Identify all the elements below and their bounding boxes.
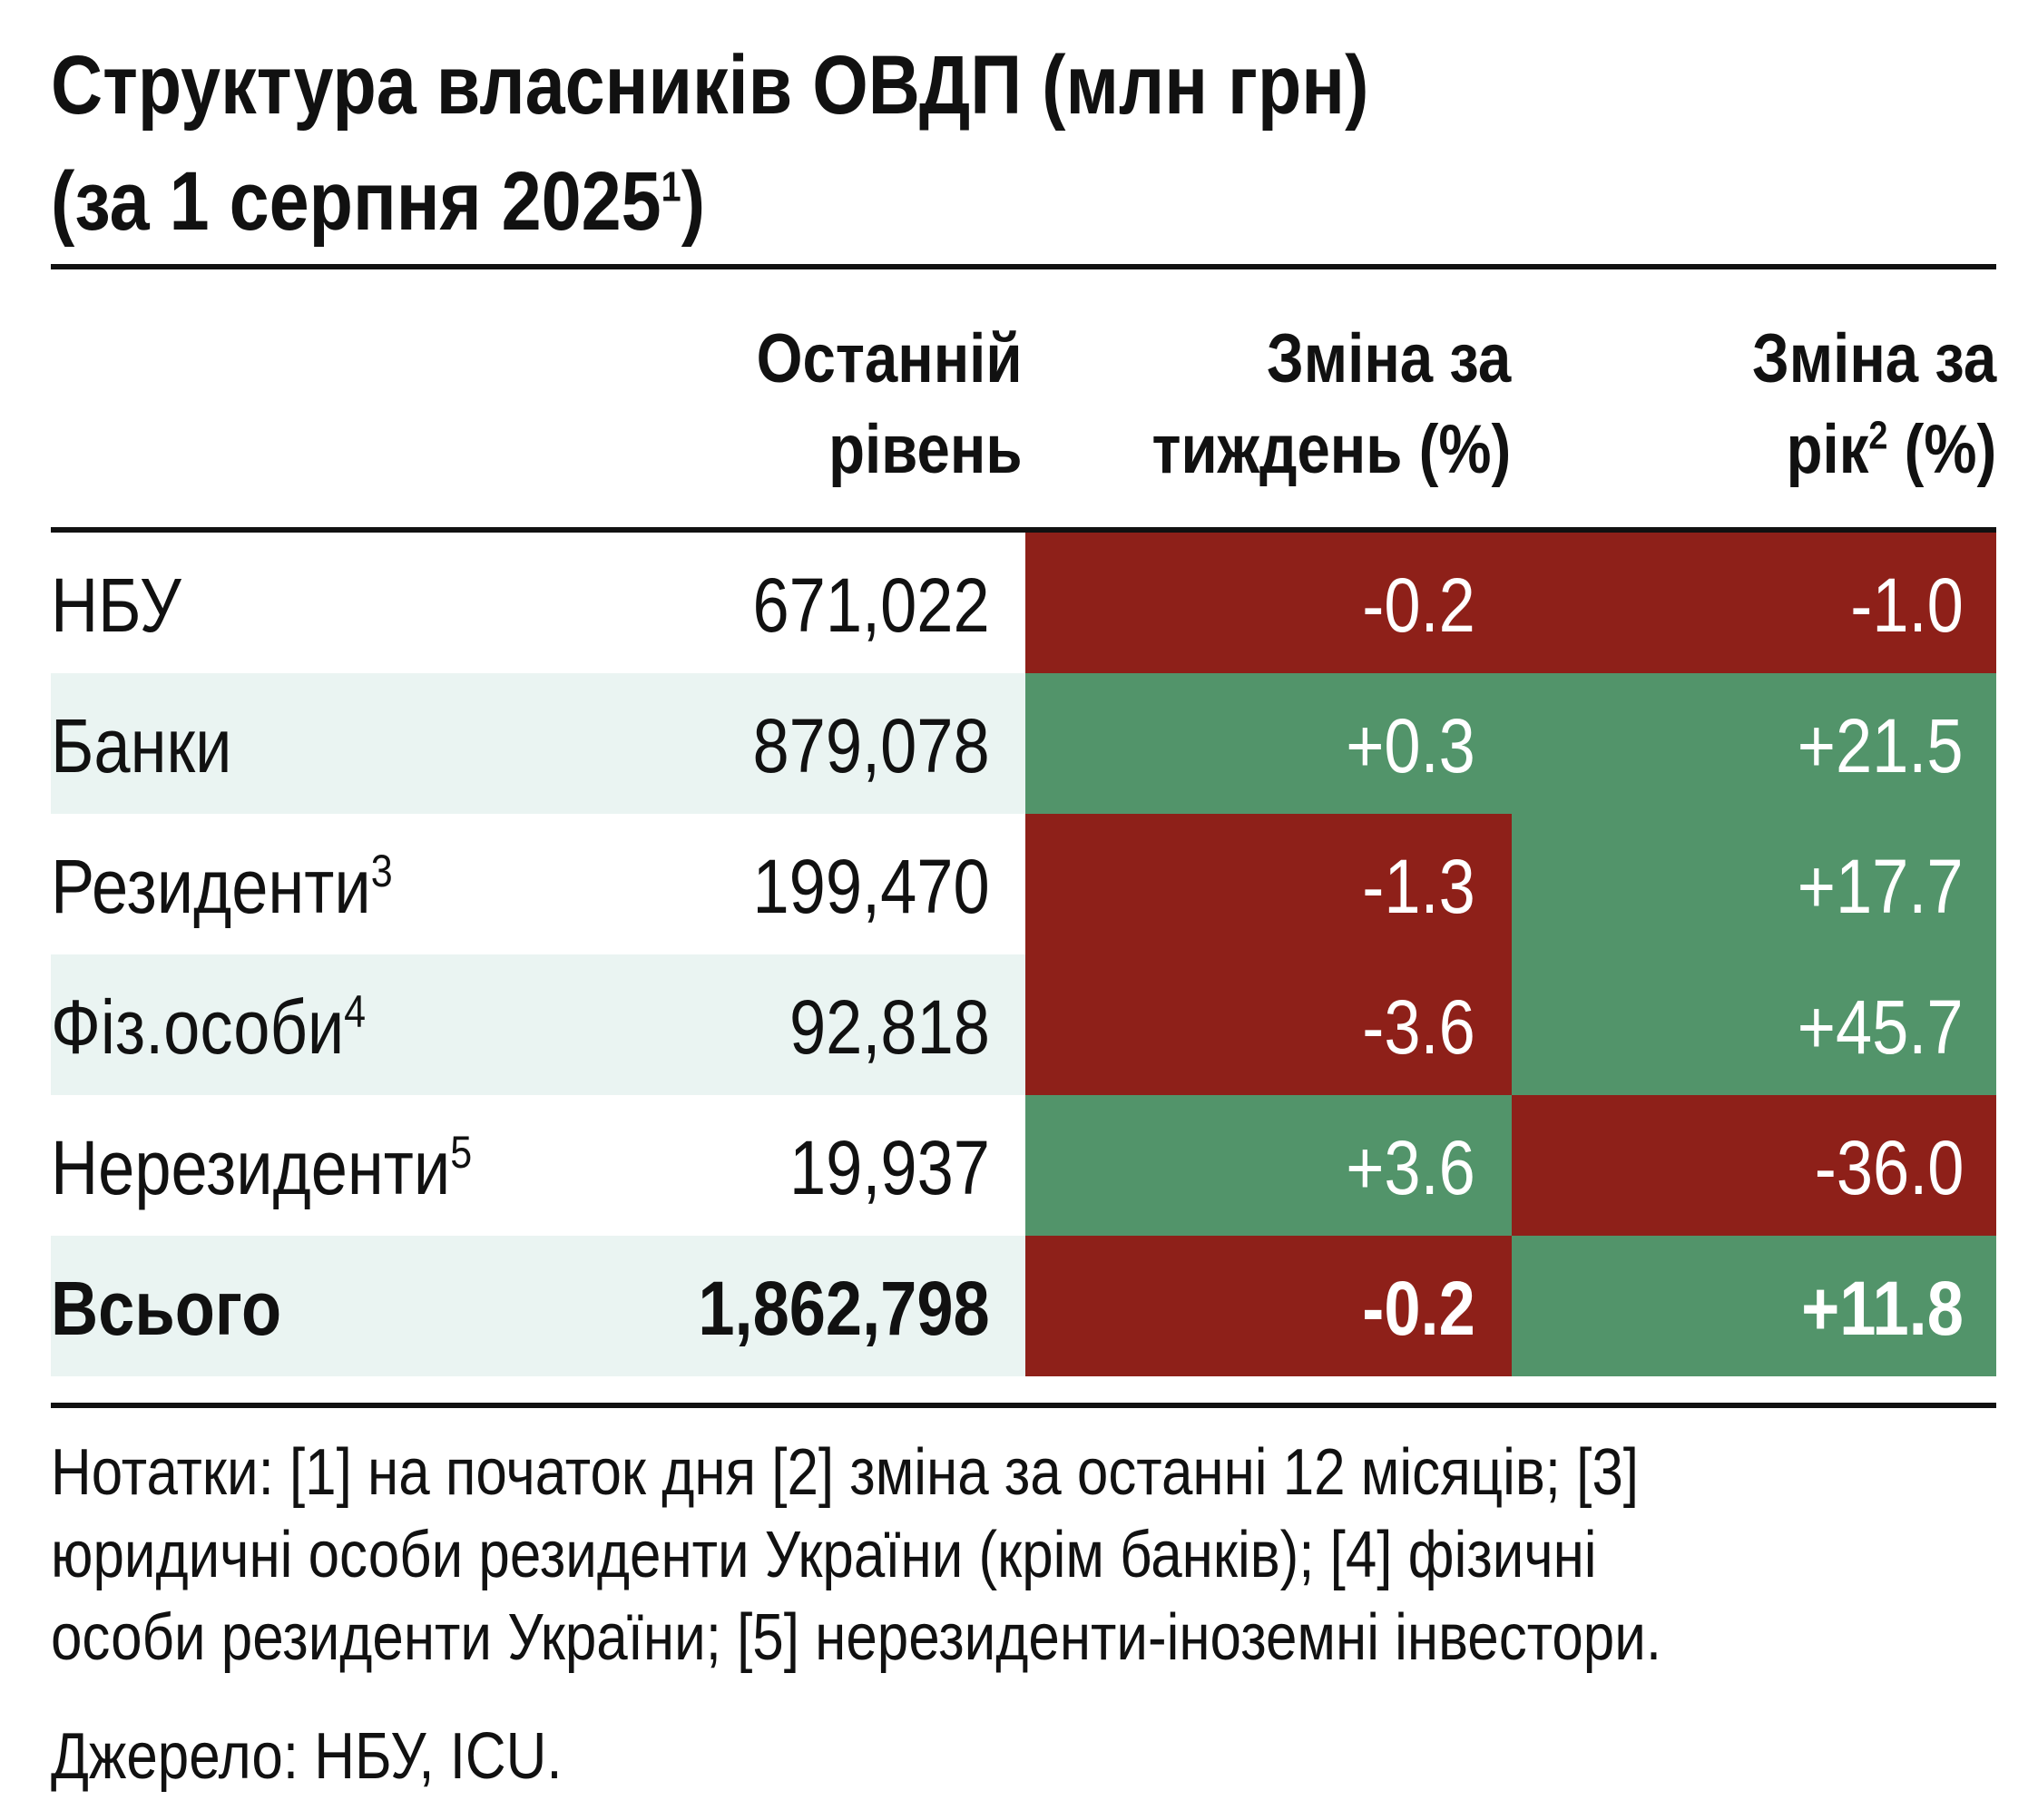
year-change-cell — [1512, 1095, 1996, 1236]
header-year-line-1: Зміна за — [1751, 320, 1996, 397]
title-footnote-ref: 1 — [661, 162, 681, 210]
week-change-cell — [1025, 954, 1512, 1095]
header-rule — [51, 527, 1996, 533]
level-value: 671,022 — [752, 563, 990, 648]
title-line-2-end: ) — [681, 155, 706, 248]
year-change-value: +45.7 — [1798, 984, 1964, 1070]
notes: Нотатки: [1] на початок дня [2] зміна за… — [51, 1432, 2002, 1679]
year-change-value: -1.0 — [1850, 563, 1964, 648]
year-change-cell — [1512, 673, 1996, 814]
table-row: Банки 879,078 +0.3 +21.5 — [51, 673, 1996, 814]
header-level-line-1: Останній — [757, 320, 1023, 397]
week-change-value: -3.6 — [1362, 984, 1475, 1070]
row-label: Нерезиденти5 — [51, 1122, 472, 1213]
notes-line-3: особи резиденти України; [5] нерезиденти… — [51, 1601, 1662, 1674]
header-year-line-2-pre: рік — [1786, 411, 1869, 488]
row-label: Резиденти3 — [51, 841, 393, 932]
week-change-value: -1.3 — [1362, 844, 1475, 929]
year-change-value: +21.5 — [1798, 703, 1964, 788]
header-level: Останній рівень — [757, 314, 1023, 495]
year-change-value: +11.8 — [1801, 1266, 1964, 1351]
table-row: Нерезиденти5 19,937 +3.6 -36.0 — [51, 1095, 1996, 1236]
week-change-value: -0.2 — [1362, 1266, 1475, 1351]
header-year-footnote-ref: 2 — [1868, 413, 1888, 458]
level-value: 199,470 — [752, 844, 990, 929]
row-footnote-ref: 3 — [370, 846, 393, 896]
level-value: 879,078 — [752, 703, 990, 788]
level-value: 1,862,798 — [698, 1266, 990, 1351]
page-title: Структура власників ОВДП (млн грн) (за 1… — [51, 27, 1720, 259]
year-change-value: -36.0 — [1814, 1125, 1964, 1210]
level-value: 92,818 — [789, 984, 990, 1070]
top-rule — [51, 264, 1996, 269]
year-change-cell — [1512, 954, 1996, 1095]
row-label-text: Резиденти — [51, 844, 371, 929]
source-note: Джерело: НБУ, ICU. — [51, 1720, 563, 1793]
row-label-text: Нерезиденти — [51, 1125, 451, 1210]
row-label: НБУ — [51, 560, 181, 651]
title-line-1: Структура власників ОВДП (млн грн) — [51, 39, 1369, 132]
week-change-cell — [1025, 1236, 1512, 1376]
header-week-line-2: тиждень (%) — [1151, 411, 1511, 488]
notes-line-1: Нотатки: [1] на початок дня [2] зміна за… — [51, 1436, 1640, 1509]
week-change-value: +3.6 — [1346, 1125, 1475, 1210]
row-label-text: НБУ — [51, 563, 181, 648]
row-label: Банки — [51, 700, 231, 791]
header-week-line-1: Зміна за — [1266, 320, 1511, 397]
week-change-value: -0.2 — [1362, 563, 1475, 648]
row-label-text: Банки — [51, 703, 232, 788]
header-year-line-2-post: (%) — [1887, 411, 1996, 488]
row-footnote-ref: 5 — [450, 1127, 473, 1178]
bottom-rule — [51, 1403, 1996, 1408]
row-footnote-ref: 4 — [344, 986, 367, 1037]
notes-line-2: юридичні особи резиденти України (крім б… — [51, 1519, 1597, 1591]
year-change-cell — [1512, 1236, 1996, 1376]
table-row: Резиденти3 199,470 -1.3 +17.7 — [51, 814, 1996, 954]
row-tint — [51, 673, 1025, 814]
title-line-2-text: (за 1 серпня 2025 — [51, 155, 661, 248]
year-change-value: +17.7 — [1798, 844, 1964, 929]
table-total-row: Всього 1,862,798 -0.2 +11.8 — [51, 1236, 1996, 1376]
year-change-cell — [1512, 814, 1996, 954]
level-value: 19,937 — [789, 1125, 990, 1210]
row-label: Всього — [51, 1263, 281, 1354]
row-label-text: Фіз.особи — [51, 984, 345, 1070]
table-row: Фіз.особи4 92,818 -3.6 +45.7 — [51, 954, 1996, 1095]
week-change-cell — [1025, 533, 1512, 673]
row-tint — [51, 1236, 1025, 1376]
year-change-cell — [1512, 533, 1996, 673]
title-line-2: (за 1 серпня 20251) — [51, 143, 1720, 259]
header-year-change: Зміна за рік2 (%) — [1752, 314, 1996, 495]
header-year-line-2: рік2 (%) — [1752, 405, 1996, 495]
week-change-value: +0.3 — [1346, 703, 1475, 788]
week-change-cell — [1025, 673, 1512, 814]
header-week-change: Зміна за тиждень (%) — [1151, 314, 1511, 495]
row-label: Фіз.особи4 — [51, 982, 366, 1072]
row-label-text: Всього — [51, 1266, 282, 1351]
week-change-cell — [1025, 814, 1512, 954]
table-row: НБУ 671,022 -0.2 -1.0 — [51, 533, 1996, 673]
row-tint — [51, 954, 1025, 1095]
week-change-cell — [1025, 1095, 1512, 1236]
header-level-line-2: рівень — [828, 411, 1023, 488]
